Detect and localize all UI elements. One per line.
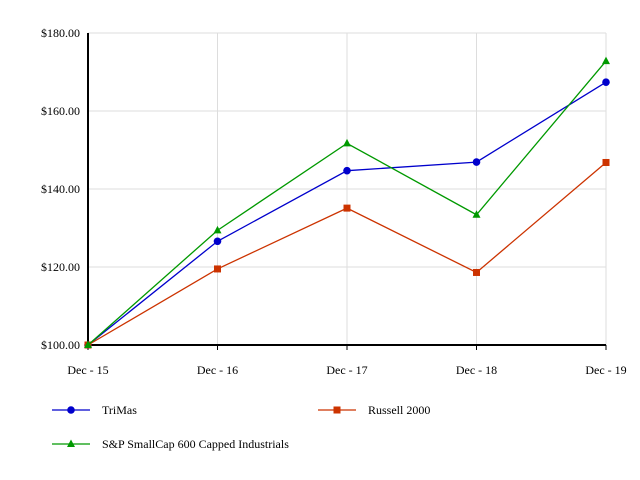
y-tick-label: $120.00: [41, 260, 80, 274]
x-tick-label: Dec - 19: [585, 363, 626, 377]
data-point: [602, 158, 610, 166]
legend-label: Russell 2000: [368, 403, 430, 417]
legend-label: S&P SmallCap 600 Capped Industrials: [102, 437, 289, 451]
data-point: [472, 210, 481, 218]
data-point: [213, 225, 222, 234]
x-tick-label: Dec - 17: [326, 363, 367, 377]
data-point: [343, 204, 351, 212]
x-tick-label: Dec - 18: [456, 363, 497, 377]
y-tick-label: $100.00: [41, 338, 80, 352]
data-point: [214, 265, 221, 273]
legend-marker: [67, 439, 75, 447]
data-point: [343, 166, 351, 175]
data-point: [213, 237, 222, 246]
legend-marker: [333, 406, 341, 414]
y-tick-label: $140.00: [41, 182, 80, 196]
legend-label: TriMas: [102, 403, 137, 417]
legend-marker: [67, 406, 75, 414]
data-point: [84, 340, 92, 348]
y-tick-label: $160.00: [41, 104, 80, 118]
data-point: [343, 138, 351, 147]
x-tick-label: Dec - 15: [67, 363, 108, 377]
data-point: [602, 56, 610, 65]
y-tick-label: $180.00: [41, 26, 80, 40]
data-point: [472, 158, 481, 166]
data-point: [473, 268, 480, 276]
data-point: [602, 78, 610, 86]
x-tick-label: Dec - 16: [197, 363, 238, 377]
